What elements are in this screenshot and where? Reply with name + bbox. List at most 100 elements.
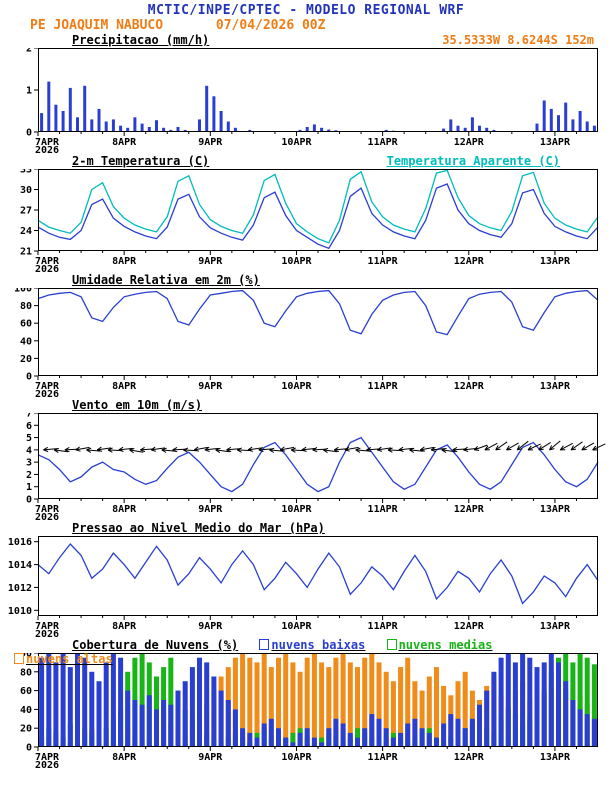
legend-high-clouds-label: nuvens altas (26, 652, 113, 666)
svg-text:10APR: 10APR (281, 256, 312, 267)
svg-text:1016: 1016 (8, 537, 32, 548)
svg-text:4: 4 (26, 445, 32, 456)
temp-header-row: 2-m Temperatura (C) Temperatura Aparente… (0, 154, 612, 169)
panel-temperature: 2-m Temperatura (C) Temperatura Aparente… (0, 154, 612, 273)
svg-text:30: 30 (20, 185, 32, 196)
svg-text:12APR: 12APR (454, 621, 485, 632)
svg-text:40: 40 (20, 705, 32, 716)
svg-text:13APR: 13APR (540, 256, 571, 267)
svg-text:2: 2 (26, 470, 32, 481)
svg-text:60: 60 (20, 319, 32, 330)
svg-text:24: 24 (20, 226, 32, 237)
svg-text:10APR: 10APR (281, 621, 312, 632)
svg-text:7: 7 (26, 413, 32, 420)
svg-text:10APR: 10APR (281, 381, 312, 392)
svg-text:8APR: 8APR (112, 621, 137, 632)
svg-text:11APR: 11APR (368, 137, 399, 148)
panel-wind: Vento em 10m (m/s) 0 1 2 3 4 5 6 7 7APR 2026 8APR 9… (0, 398, 612, 521)
panel-precipitation: Precipitacao (mm/h) 35.5333W 8.6244S 152… (0, 33, 612, 154)
svg-text:9APR: 9APR (198, 256, 223, 267)
svg-text:7APR: 7APR (35, 752, 60, 763)
svg-text:8APR: 8APR (112, 137, 137, 148)
svg-text:9APR: 9APR (198, 504, 223, 515)
legend-low-clouds: nuvens baixas (259, 638, 365, 652)
clouds-title: Cobertura de Nuvens (%) (72, 638, 239, 652)
svg-text:11APR: 11APR (368, 752, 399, 763)
svg-text:40: 40 (20, 336, 32, 347)
svg-text:27: 27 (20, 206, 32, 217)
svg-text:9APR: 9APR (198, 752, 223, 763)
station-line: PE JOAQUIM NABUCO 07/04/2026 00Z (0, 18, 612, 33)
humidity-title: Umidade Relativa em 2m (%) (72, 273, 260, 287)
svg-text:1012: 1012 (8, 583, 32, 594)
svg-text:1: 1 (26, 482, 32, 493)
clouds-chart: 0204060801007APR20268APR9APR10APR11APR12… (14, 653, 598, 769)
pressure-header-row: Pressao ao Nivel Medio do Mar (hPa) (0, 521, 612, 536)
humidity-header-row: Umidade Relativa em 2m (%) (0, 273, 612, 288)
panel-humidity: Umidade Relativa em 2m (%) 0 20 40 60 80 100 7… (0, 273, 612, 398)
svg-text:100: 100 (14, 288, 32, 295)
temp-title: 2-m Temperatura (C) (72, 154, 210, 168)
legend-mid-clouds: nuvens medias (386, 638, 493, 652)
svg-text:21: 21 (20, 247, 32, 258)
svg-text:7APR: 7APR (35, 137, 60, 148)
svg-text:7APR: 7APR (35, 256, 60, 267)
legend-high-clouds: nuvens altas (14, 652, 113, 666)
svg-text:11APR: 11APR (368, 621, 399, 632)
precip-header-row: Precipitacao (mm/h) 35.5333W 8.6244S 152… (0, 33, 612, 48)
svg-text:13APR: 13APR (540, 504, 571, 515)
legend-mid-clouds-label: nuvens medias (398, 638, 493, 652)
svg-text:80: 80 (20, 301, 32, 312)
panel-clouds: Cobertura de Nuvens (%) nuvens baixas nu… (0, 638, 612, 769)
svg-text:20: 20 (20, 354, 32, 365)
svg-text:2026: 2026 (35, 264, 59, 273)
svg-text:13APR: 13APR (540, 137, 571, 148)
svg-text:8APR: 8APR (112, 752, 137, 763)
precip-title: Precipitacao (mm/h) (72, 33, 210, 47)
svg-text:0: 0 (26, 372, 32, 383)
wind-header-row: Vento em 10m (m/s) (0, 398, 612, 413)
svg-text:2026: 2026 (35, 145, 59, 154)
high-clouds-swatch-icon (14, 653, 24, 664)
svg-text:9APR: 9APR (198, 621, 223, 632)
station-name: PE JOAQUIM NABUCO (30, 18, 164, 33)
svg-text:8APR: 8APR (112, 256, 137, 267)
model-title: MCTIC/INPE/CPTEC - MODELO REGIONAL WRF (147, 3, 465, 18)
svg-text:12APR: 12APR (454, 137, 485, 148)
svg-text:12APR: 12APR (454, 381, 485, 392)
mid-clouds-swatch-icon (386, 639, 397, 650)
svg-text:10APR: 10APR (281, 504, 312, 515)
svg-text:12APR: 12APR (454, 256, 485, 267)
legend-low-clouds-label: nuvens baixas (271, 638, 366, 652)
wind-title: Vento em 10m (m/s) (72, 398, 203, 412)
low-clouds-swatch-icon (259, 639, 270, 650)
svg-text:9APR: 9APR (198, 137, 223, 148)
svg-text:13APR: 13APR (540, 381, 571, 392)
svg-text:11APR: 11APR (368, 256, 399, 267)
svg-text:13APR: 13APR (540, 621, 571, 632)
svg-text:2026: 2026 (35, 389, 59, 398)
svg-text:11APR: 11APR (368, 504, 399, 515)
svg-text:1010: 1010 (8, 606, 32, 617)
run-datetime: 07/04/2026 00Z (215, 18, 326, 33)
svg-text:13APR: 13APR (540, 752, 571, 763)
svg-text:12APR: 12APR (454, 752, 485, 763)
apparent-temp-title: Temperatura Aparente (C) (386, 154, 560, 168)
svg-text:60: 60 (20, 686, 32, 697)
svg-text:2026: 2026 (35, 512, 59, 521)
svg-text:2026: 2026 (35, 629, 59, 638)
svg-text:0: 0 (26, 743, 32, 754)
svg-text:1: 1 (26, 86, 32, 97)
svg-text:10APR: 10APR (281, 752, 312, 763)
svg-text:5: 5 (26, 433, 32, 444)
svg-text:20: 20 (20, 724, 32, 735)
svg-text:7APR: 7APR (35, 621, 60, 632)
svg-text:7APR: 7APR (35, 381, 60, 392)
svg-text:0: 0 (26, 128, 32, 139)
station-coords: 35.5333W 8.6244S 152m (442, 33, 594, 47)
